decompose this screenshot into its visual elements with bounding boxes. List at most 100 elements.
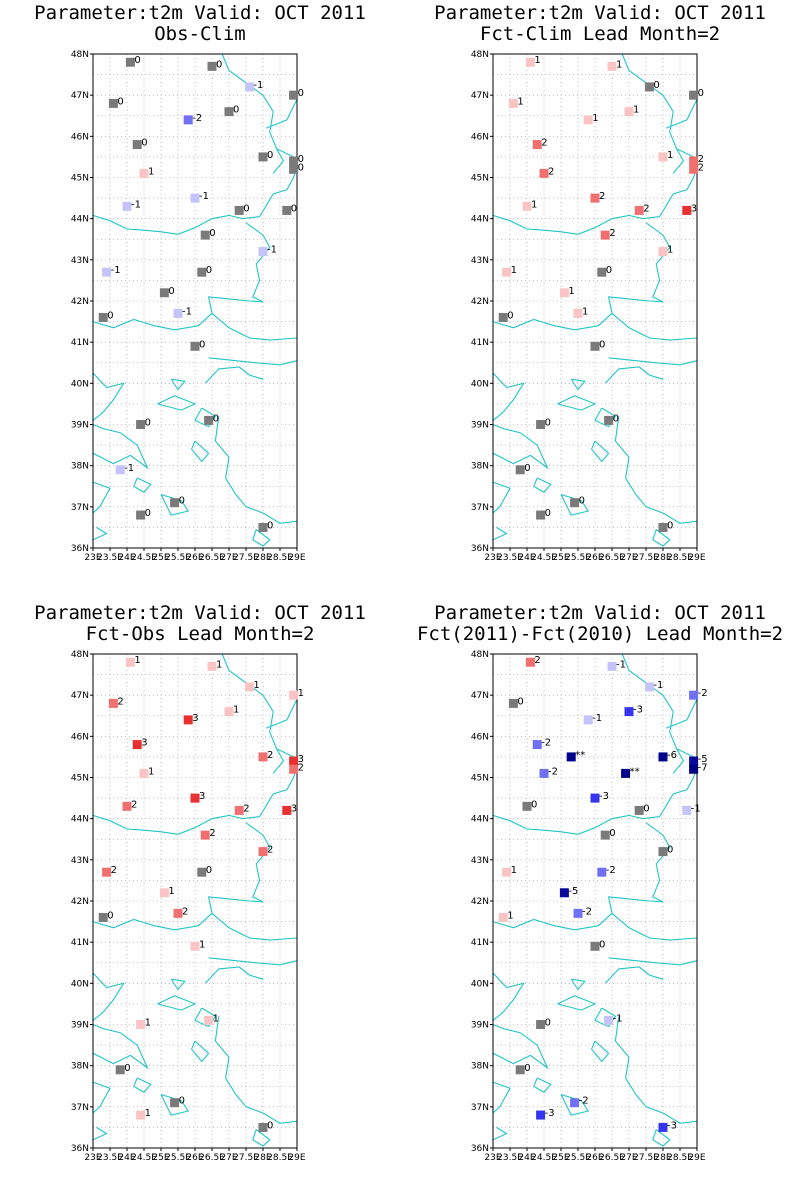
station-value-label: 0 xyxy=(613,413,619,424)
coastline xyxy=(245,822,271,903)
station-marker xyxy=(204,1015,214,1025)
lon-tick-label: 27.5E xyxy=(233,553,259,563)
station-value-label: 0 xyxy=(179,1096,185,1107)
station-marker xyxy=(508,698,518,708)
station-marker xyxy=(98,912,108,922)
station-value-label: -5 xyxy=(568,886,578,897)
station-value-label: 2 xyxy=(209,828,215,839)
station-value-label: 0 xyxy=(545,418,551,429)
lat-tick-label: 42N xyxy=(471,297,489,307)
panel-fct-clim: Parameter:t2m Valid: OCT 2011 Fct-Clim L… xyxy=(400,0,800,600)
lon-tick-label: 24.5E xyxy=(131,1153,157,1163)
lat-tick-label: 43N xyxy=(71,256,89,266)
plot-area xyxy=(93,54,297,548)
lon-tick-label: 25E xyxy=(152,1153,169,1163)
lon-tick-label: 27.5E xyxy=(633,1153,659,1163)
station-marker xyxy=(234,805,244,815)
coastline xyxy=(221,53,285,174)
station-marker xyxy=(570,498,580,508)
panel-fct-diff: Parameter:t2m Valid: OCT 2011 Fct(2011)-… xyxy=(400,600,800,1200)
station-value-label: 3 xyxy=(141,738,147,749)
station-value-label: 0 xyxy=(653,80,659,91)
station-marker xyxy=(658,522,668,532)
lat-tick-label: 36N xyxy=(71,544,89,554)
lon-tick-label: 23.5E xyxy=(97,553,123,563)
coastline xyxy=(608,357,698,366)
coastline xyxy=(492,526,508,541)
coastline xyxy=(492,1023,549,1070)
coastline xyxy=(492,296,664,331)
coastline xyxy=(266,699,298,729)
station-marker xyxy=(498,912,508,922)
station-marker xyxy=(590,941,600,951)
lat-tick-label: 39N xyxy=(71,421,89,431)
coastline xyxy=(590,440,610,463)
coastline xyxy=(92,296,264,331)
station-value-label: 0 xyxy=(267,520,273,531)
station-marker xyxy=(522,801,532,811)
station-marker xyxy=(102,867,112,877)
lat-tick-label: 44N xyxy=(71,215,89,225)
coastline xyxy=(92,214,260,235)
lon-tick-label: 23.5E xyxy=(497,553,523,563)
lat-tick-label: 36N xyxy=(471,544,489,554)
lat-tick-label: 40N xyxy=(71,379,89,389)
lat-tick-label: 44N xyxy=(71,815,89,825)
station-value-label: 1 xyxy=(667,150,673,161)
station-value-label: 2 xyxy=(117,696,123,707)
station-value-label: 1 xyxy=(253,680,259,691)
lat-tick-label: 37N xyxy=(71,503,89,513)
lon-tick-label: 24E xyxy=(118,1153,135,1163)
station-marker xyxy=(204,415,214,425)
lon-tick-label: 23.5E xyxy=(497,1153,523,1163)
station-marker xyxy=(207,61,217,71)
station-value-label: 1 xyxy=(507,910,513,921)
station-marker xyxy=(282,205,292,215)
coastline xyxy=(492,481,511,514)
station-value-label: 0 xyxy=(206,865,212,876)
station-marker xyxy=(289,156,299,166)
station-marker xyxy=(224,707,234,717)
station-marker xyxy=(600,830,610,840)
coastline xyxy=(245,222,271,303)
station-marker xyxy=(624,707,634,717)
coastline xyxy=(92,526,108,541)
station-value-label: -2 xyxy=(548,766,558,777)
station-value-label: 0 xyxy=(216,59,222,70)
lat-tick-label: 46N xyxy=(471,132,489,142)
station-value-label: 1 xyxy=(145,1018,151,1029)
lat-tick-label: 37N xyxy=(471,503,489,513)
station-value-label: -1 xyxy=(199,191,209,202)
station-value-label: 0 xyxy=(545,1018,551,1029)
station-marker xyxy=(689,764,699,774)
station-value-label: 0 xyxy=(209,228,215,239)
station-marker xyxy=(224,107,234,117)
lat-tick-label: 46N xyxy=(71,132,89,142)
station-value-label: 1 xyxy=(511,265,517,276)
lon-tick-label: 24E xyxy=(118,553,135,563)
station-value-label: 2 xyxy=(243,803,249,814)
station-value-label: 2 xyxy=(698,162,704,173)
coastline xyxy=(645,822,671,903)
station-value-label: 0 xyxy=(599,939,605,950)
lon-tick-label: 26E xyxy=(586,1153,603,1163)
station-value-label: -1 xyxy=(253,80,263,91)
station-marker xyxy=(207,661,217,671)
station-map: 36N 37N 38N 39N 40N 41N 42N 43N 44N 45N 46N 47N 48N 2… xyxy=(471,50,706,563)
station-marker xyxy=(658,847,668,857)
station-value-label: 2 xyxy=(298,762,304,773)
station-marker xyxy=(244,682,254,692)
panel-title: Parameter:t2m Valid: OCT 2011 xyxy=(434,2,766,24)
station-value-label: 0 xyxy=(117,96,123,107)
station-value-label: 0 xyxy=(298,154,304,165)
station-value-label: 1 xyxy=(531,199,537,210)
lon-tick-label: 28E xyxy=(254,553,271,563)
station-marker xyxy=(190,193,200,203)
station-value-label: 2 xyxy=(534,655,540,666)
station-marker xyxy=(170,1098,180,1108)
lon-tick-label: 27E xyxy=(220,553,237,563)
station-marker xyxy=(170,498,180,508)
station-marker xyxy=(289,90,299,100)
